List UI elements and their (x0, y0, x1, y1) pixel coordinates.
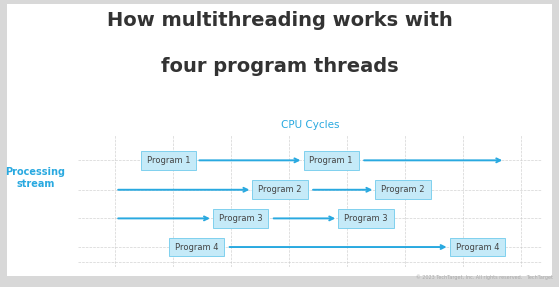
FancyBboxPatch shape (253, 180, 307, 199)
FancyBboxPatch shape (7, 4, 552, 276)
Text: How multithreading works with: How multithreading works with (107, 11, 452, 30)
Text: © 2023 TechTarget, Inc. All rights reserved.   TechTarget: © 2023 TechTarget, Inc. All rights reser… (416, 274, 553, 280)
Text: Program 4: Program 4 (175, 243, 219, 251)
FancyBboxPatch shape (338, 209, 394, 228)
Text: CPU Cycles: CPU Cycles (281, 120, 339, 130)
Text: four program threads: four program threads (160, 57, 399, 76)
Text: Program 1: Program 1 (309, 156, 353, 165)
FancyBboxPatch shape (213, 209, 268, 228)
Text: Program 3: Program 3 (219, 214, 263, 223)
Text: Program 2: Program 2 (381, 185, 425, 194)
FancyBboxPatch shape (376, 180, 430, 199)
FancyBboxPatch shape (304, 151, 359, 170)
FancyBboxPatch shape (169, 238, 224, 257)
Text: Program 3: Program 3 (344, 214, 388, 223)
Text: Processing
stream: Processing stream (6, 167, 65, 189)
FancyBboxPatch shape (449, 238, 505, 257)
FancyBboxPatch shape (141, 151, 196, 170)
Text: Program 1: Program 1 (147, 156, 191, 165)
Text: Program 2: Program 2 (258, 185, 302, 194)
Text: Program 4: Program 4 (456, 243, 499, 251)
